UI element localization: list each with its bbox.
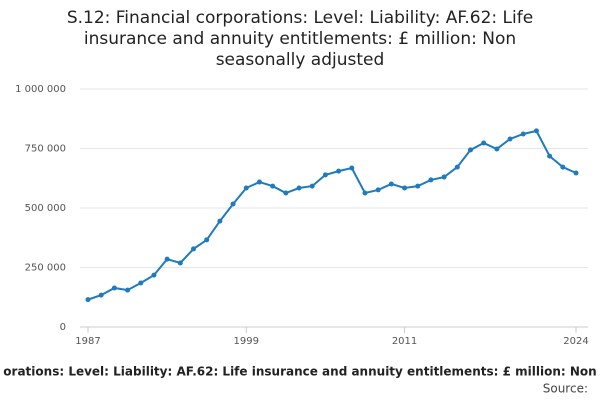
point [547, 153, 553, 159]
point [177, 260, 183, 266]
line [87, 129, 577, 301]
point [230, 201, 236, 207]
point [507, 136, 513, 142]
point [164, 256, 170, 262]
point [362, 190, 368, 196]
y-tick-label: 1 000 000 [15, 84, 66, 95]
point [296, 185, 302, 191]
point [85, 297, 91, 303]
point [467, 147, 473, 153]
y-tick-label: 750 000 [25, 144, 66, 155]
point [283, 190, 289, 196]
x-tick-label: 2011 [392, 336, 417, 347]
point [415, 183, 421, 189]
point [533, 128, 539, 134]
point [256, 179, 262, 185]
point [428, 177, 434, 183]
point [520, 131, 526, 137]
point [98, 292, 104, 298]
point [481, 140, 487, 146]
point [270, 183, 276, 189]
x-tick-label: 1999 [234, 336, 259, 347]
point [402, 185, 408, 191]
point [217, 218, 223, 224]
y-tick-label: 250 000 [25, 263, 66, 274]
point [138, 280, 144, 286]
point [243, 185, 249, 191]
point [375, 187, 381, 193]
point [441, 174, 447, 180]
x-axis-label: orations: Level: Liability: AF.62: Life … [3, 365, 596, 379]
point [125, 287, 131, 293]
point [322, 172, 328, 178]
point [309, 183, 315, 189]
y-tick-label: 0 [60, 322, 66, 333]
x-tick-label: 1987 [75, 336, 100, 347]
point [388, 181, 394, 187]
point [494, 146, 500, 152]
point [111, 285, 117, 291]
x-tick-label: 2024 [563, 336, 588, 347]
chart-title: S.12: Financial corporations: Level: Lia… [67, 8, 533, 70]
point [454, 164, 460, 170]
y-tick-label: 500 000 [25, 203, 66, 214]
point [151, 272, 157, 278]
point [336, 168, 342, 174]
point [573, 170, 579, 176]
source: Source: [543, 382, 588, 396]
point [349, 165, 355, 171]
point [191, 246, 197, 252]
point [204, 237, 210, 243]
point [560, 164, 566, 170]
